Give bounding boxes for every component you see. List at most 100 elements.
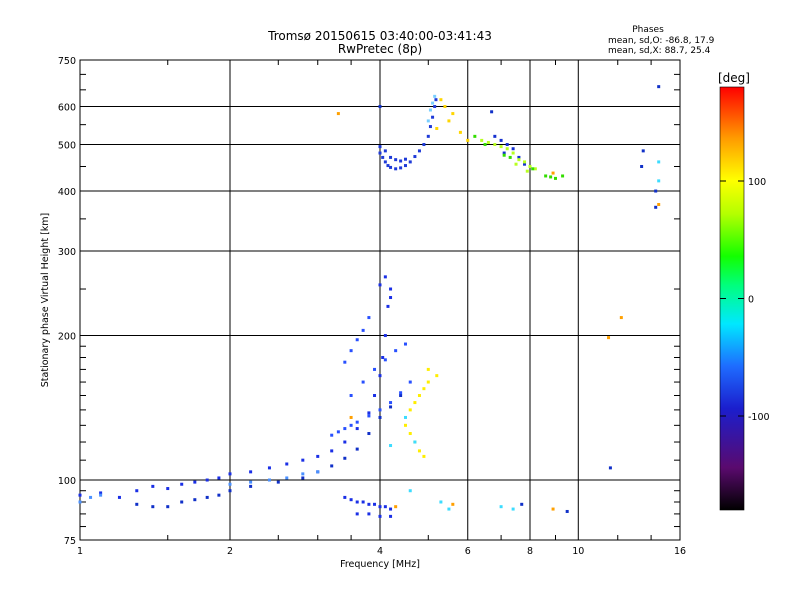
data-point bbox=[447, 119, 451, 123]
data-point bbox=[426, 380, 430, 384]
data-point bbox=[499, 145, 503, 149]
data-point bbox=[426, 367, 430, 371]
data-point bbox=[533, 167, 537, 171]
data-point bbox=[249, 484, 253, 488]
data-point bbox=[466, 138, 470, 142]
data-point bbox=[394, 158, 398, 162]
data-point bbox=[551, 507, 555, 511]
data-point bbox=[433, 105, 437, 109]
data-point bbox=[654, 205, 658, 209]
y-tick-label: 750 bbox=[58, 56, 76, 67]
data-point bbox=[447, 507, 451, 511]
data-point bbox=[439, 500, 443, 504]
data-point bbox=[505, 147, 509, 151]
grid bbox=[80, 60, 680, 540]
y-tick-label: 300 bbox=[58, 247, 76, 258]
data-point bbox=[361, 328, 365, 332]
y-tick-label: 500 bbox=[58, 141, 76, 152]
data-point bbox=[383, 505, 387, 509]
x-tick-labels: 1 2 4 6 8 10 16 bbox=[77, 546, 686, 557]
data-point bbox=[205, 478, 209, 482]
data-point bbox=[228, 489, 232, 493]
data-point bbox=[511, 147, 515, 151]
data-point bbox=[381, 355, 385, 359]
x-axis-label: Frequency [MHz] bbox=[340, 559, 420, 570]
data-point bbox=[422, 454, 426, 458]
data-point bbox=[523, 160, 527, 164]
data-point bbox=[166, 505, 170, 509]
data-point bbox=[336, 112, 340, 116]
data-point bbox=[417, 149, 421, 153]
data-point bbox=[336, 430, 340, 434]
data-point bbox=[316, 454, 320, 458]
data-point bbox=[386, 304, 390, 308]
data-point bbox=[641, 149, 645, 153]
data-point bbox=[394, 349, 398, 353]
data-point bbox=[435, 374, 439, 378]
data-point bbox=[657, 85, 661, 89]
data-point bbox=[193, 498, 197, 502]
y-tick-label: 600 bbox=[58, 103, 76, 114]
stats-line-x: mean, sd,X: 88.7, 25.4 bbox=[608, 46, 711, 56]
data-point bbox=[502, 151, 506, 155]
data-point bbox=[517, 155, 521, 159]
data-point bbox=[378, 415, 382, 419]
data-point bbox=[408, 408, 412, 412]
data-point bbox=[502, 153, 506, 157]
data-point bbox=[523, 162, 527, 166]
chart-subtitle: RwPretec (8p) bbox=[338, 42, 422, 56]
data-point bbox=[193, 480, 197, 484]
data-point bbox=[531, 167, 535, 171]
data-point bbox=[367, 414, 371, 418]
data-point bbox=[267, 466, 271, 470]
data-point bbox=[408, 380, 412, 384]
data-point bbox=[657, 160, 661, 164]
data-point bbox=[389, 287, 393, 291]
data-point bbox=[383, 275, 387, 279]
data-point bbox=[349, 423, 353, 427]
data-point bbox=[413, 440, 417, 444]
data-point bbox=[389, 444, 393, 448]
data-point bbox=[517, 158, 521, 162]
data-point bbox=[408, 432, 412, 436]
data-point bbox=[394, 505, 398, 509]
data-point bbox=[403, 157, 407, 161]
data-point bbox=[640, 164, 644, 168]
data-point bbox=[473, 134, 477, 138]
data-point bbox=[544, 174, 548, 178]
chart-title: Tromsø 20150615 03:40:00-03:41:43 bbox=[267, 29, 492, 43]
data-point bbox=[428, 108, 432, 112]
data-point bbox=[285, 476, 289, 480]
data-point bbox=[654, 189, 658, 193]
data-point bbox=[117, 495, 121, 499]
data-point bbox=[426, 119, 430, 123]
x-tick-label: 1 bbox=[77, 546, 83, 557]
data-point bbox=[428, 125, 432, 129]
data-point bbox=[549, 175, 553, 179]
data-point bbox=[205, 495, 209, 499]
data-point bbox=[349, 415, 353, 419]
data-point bbox=[343, 360, 347, 364]
data-point bbox=[166, 487, 170, 491]
data-point bbox=[389, 155, 393, 159]
data-point bbox=[378, 145, 382, 149]
data-point bbox=[378, 283, 382, 287]
data-point bbox=[378, 105, 382, 109]
data-point bbox=[389, 514, 393, 518]
data-point bbox=[343, 440, 347, 444]
data-point bbox=[608, 466, 612, 470]
data-point bbox=[217, 476, 221, 480]
data-point bbox=[367, 432, 371, 436]
data-point bbox=[373, 394, 377, 398]
data-point bbox=[493, 143, 497, 147]
data-point bbox=[267, 478, 271, 482]
data-point bbox=[367, 411, 371, 415]
data-point bbox=[383, 149, 387, 153]
stats-line-o: mean, sd,O: -86.8, 17.9 bbox=[608, 36, 715, 46]
colorbar-label: [deg] bbox=[718, 71, 750, 85]
colorbar-tick-label: -100 bbox=[748, 412, 770, 423]
data-point bbox=[561, 174, 565, 178]
data-point bbox=[330, 449, 334, 453]
data-point bbox=[399, 394, 403, 398]
data-point bbox=[316, 470, 320, 474]
